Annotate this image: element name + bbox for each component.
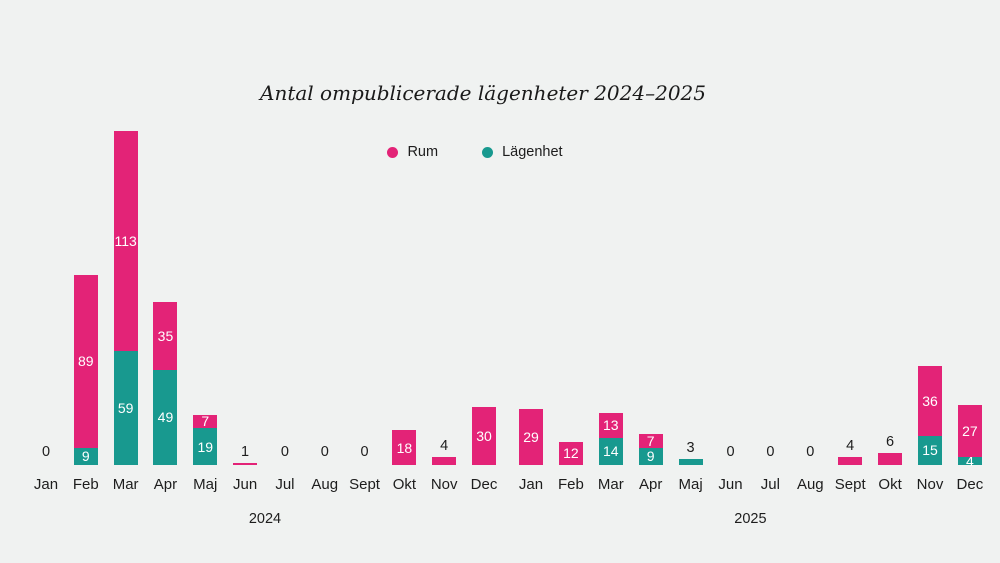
legend-dot-lagenhet-icon bbox=[482, 146, 494, 158]
legend-label-lagenhet: Lägenhet bbox=[502, 144, 563, 160]
x-axis-month-label: Apr bbox=[639, 476, 663, 493]
x-axis-month-label: Nov bbox=[916, 476, 944, 493]
x-axis-month-label: Apr bbox=[153, 476, 178, 493]
bar-value-label: 19 bbox=[197, 438, 214, 455]
bar-value-label: 30 bbox=[476, 427, 492, 444]
x-axis-month-label: Jan bbox=[33, 476, 59, 493]
x-axis-month-label: Maj bbox=[678, 476, 703, 493]
x-axis-month-label: Aug bbox=[796, 476, 824, 493]
bar-segment-rum: 7 bbox=[193, 413, 218, 430]
bar-segment-rum: 29 bbox=[519, 408, 543, 465]
bar-value-label: 7 bbox=[201, 413, 210, 430]
bar-value-label: 29 bbox=[523, 428, 539, 445]
bar-segment-rum: 89 bbox=[73, 274, 98, 448]
bar-value-label: 3 bbox=[686, 439, 695, 456]
bar-segment-rum bbox=[233, 463, 258, 465]
bar-segment-lagenhet: 9 bbox=[638, 447, 663, 465]
x-axis-month-label: Mar bbox=[112, 476, 139, 493]
legend-dot-rum-icon bbox=[387, 146, 399, 158]
bar-value-label: 49 bbox=[157, 409, 174, 426]
bar-value-label: 89 bbox=[78, 353, 94, 370]
bar-value-label: 13 bbox=[603, 417, 619, 434]
chart-title: Antal ompublicerade lägenheter 2024–2025 bbox=[260, 81, 706, 105]
zero-value-label: 0 bbox=[320, 443, 329, 460]
bar-value-label: 15 bbox=[922, 442, 938, 459]
x-axis-month-label: Sept bbox=[349, 476, 380, 493]
bar-value-label: 27 bbox=[962, 423, 978, 440]
bar-value-label: 1 bbox=[241, 443, 250, 460]
x-axis-month-label: Dec bbox=[956, 476, 984, 493]
legend-label-rum: Rum bbox=[407, 144, 439, 160]
bar-value-label: 12 bbox=[563, 445, 579, 462]
x-axis-month-label: Dec bbox=[470, 476, 498, 493]
zero-value-label: 0 bbox=[766, 443, 775, 460]
bar-segment-rum: 30 bbox=[472, 406, 497, 465]
x-axis-month-label: Feb bbox=[557, 476, 584, 493]
bar-value-label: 9 bbox=[646, 448, 655, 465]
bar-segment-rum bbox=[432, 457, 457, 465]
x-axis-month-label: Nov bbox=[430, 476, 458, 493]
bar-value-label: 36 bbox=[922, 392, 938, 409]
bar-value-label: 59 bbox=[117, 399, 134, 416]
x-axis-month-label: Jun bbox=[233, 476, 258, 493]
x-axis-month-label: Okt bbox=[878, 476, 902, 493]
bar-segment-rum: 18 bbox=[392, 430, 417, 465]
bar-segment-lagenhet: 4 bbox=[957, 453, 982, 470]
bar-value-label: 7 bbox=[646, 432, 655, 449]
bar-segment-lagenhet: 9 bbox=[73, 447, 98, 465]
legend-item-lagenhet: Lägenhet bbox=[482, 144, 563, 160]
x-axis-month-label: Sept bbox=[834, 476, 866, 493]
bar-segment-rum: 27 bbox=[957, 404, 982, 458]
bar-segment-lagenhet: 19 bbox=[193, 428, 218, 465]
x-axis-month-label: Feb bbox=[72, 476, 99, 493]
bar-segment-rum: 36 bbox=[918, 366, 942, 436]
bar-value-label: 4 bbox=[846, 437, 855, 454]
zero-value-label: 0 bbox=[41, 443, 51, 460]
x-axis-month-label: Jul bbox=[275, 476, 295, 493]
x-axis-year-label: 2025 bbox=[734, 511, 767, 527]
x-axis-year-label: 2024 bbox=[248, 511, 282, 527]
bar-segment-rum: 113 bbox=[113, 131, 138, 351]
bar-segment-lagenhet: 49 bbox=[153, 369, 178, 465]
zero-value-label: 0 bbox=[360, 443, 369, 460]
legend: Rum Lägenhet bbox=[0, 144, 950, 160]
bar-segment-lagenhet bbox=[678, 459, 703, 465]
bar-segment-rum: 7 bbox=[638, 432, 663, 449]
bar-segment-rum: 35 bbox=[153, 302, 178, 370]
legend-item-rum: Rum bbox=[387, 144, 438, 160]
bar-segment-lagenhet: 59 bbox=[113, 350, 138, 465]
bar-value-label: 9 bbox=[81, 448, 90, 465]
x-axis-month-label: Okt bbox=[392, 476, 417, 493]
bar-value-label: 4 bbox=[440, 437, 449, 454]
x-axis-month-label: Aug bbox=[311, 476, 339, 493]
x-axis-month-label: Jul bbox=[760, 476, 780, 493]
bar-segment-lagenhet: 15 bbox=[918, 435, 942, 465]
bar-value-label: 113 bbox=[114, 232, 137, 249]
x-axis-month-label: Maj bbox=[193, 476, 218, 493]
x-axis-month-label: Jan bbox=[518, 476, 544, 493]
zero-value-label: 0 bbox=[806, 443, 815, 460]
bar-value-label: 18 bbox=[396, 439, 413, 456]
bar-value-label: 6 bbox=[886, 433, 895, 450]
zero-value-label: 0 bbox=[280, 443, 289, 460]
bar-segment-rum bbox=[878, 453, 903, 465]
bar-value-label: 35 bbox=[157, 328, 174, 344]
x-axis-month-label: Jun bbox=[718, 476, 743, 493]
x-axis-month-label: Mar bbox=[597, 476, 624, 493]
bar-segment-rum bbox=[838, 457, 863, 465]
bar-value-label: 4 bbox=[965, 453, 974, 470]
bar-segment-lagenhet: 14 bbox=[598, 437, 623, 465]
zero-value-label: 0 bbox=[726, 443, 735, 460]
bar-segment-rum: 12 bbox=[558, 441, 583, 465]
bar-segment-rum: 13 bbox=[598, 412, 623, 438]
bar-value-label: 14 bbox=[603, 443, 619, 460]
